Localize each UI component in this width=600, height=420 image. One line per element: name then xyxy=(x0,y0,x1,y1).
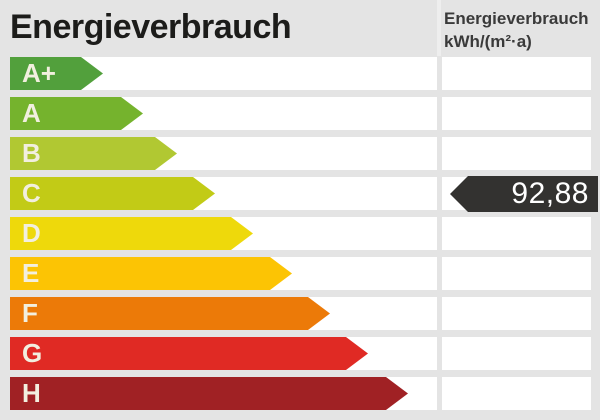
value-cell xyxy=(442,97,591,130)
energy-band-arrow-a: A xyxy=(10,97,143,130)
energy-band-arrow-g: G xyxy=(10,337,368,370)
scale-row-h: H xyxy=(0,377,600,410)
energy-band-arrow-c: C xyxy=(10,177,215,210)
energy-class-letter: D xyxy=(22,218,41,248)
energy-band-arrow-f: F xyxy=(10,297,330,330)
value-cell xyxy=(442,57,591,90)
unit-header-line2: kWh/(m²·a) xyxy=(444,32,532,51)
energy-band-arrow-e: E xyxy=(10,257,292,290)
energy-class-letter: E xyxy=(22,258,40,288)
energy-value: 92,88 xyxy=(511,177,589,210)
value-cell xyxy=(442,217,591,250)
scale-row-g: G xyxy=(0,337,600,370)
value-marker-arrow: 92,88 xyxy=(450,176,598,212)
scale-row-e: E xyxy=(0,257,600,290)
scale-row-a: A xyxy=(0,97,600,130)
column-divider xyxy=(437,0,441,56)
scale-row-d: D xyxy=(0,217,600,250)
energy-class-letter: F xyxy=(22,298,38,328)
scale-row-f: F xyxy=(0,297,600,330)
scale-row-b: B xyxy=(0,137,600,170)
energy-class-letter: G xyxy=(22,338,43,368)
page-title: Energieverbrauch xyxy=(10,8,292,46)
label-header: Energieverbrauch Energieverbrauch kWh/(m… xyxy=(0,0,600,56)
value-cell xyxy=(442,337,591,370)
energy-band-arrow-d: D xyxy=(10,217,253,250)
value-cell xyxy=(442,377,591,410)
energy-band-arrow-h: H xyxy=(10,377,408,410)
scale-row-a-plus: A+ xyxy=(0,57,600,90)
value-cell xyxy=(442,137,591,170)
energy-class-letter: A+ xyxy=(22,58,56,88)
energy-scale: A+ A B C D xyxy=(0,57,600,417)
unit-header: Energieverbrauch kWh/(m²·a) xyxy=(444,7,589,53)
energy-class-letter: H xyxy=(22,378,41,408)
energy-class-letter: B xyxy=(22,138,41,168)
unit-header-line1: Energieverbrauch xyxy=(444,9,589,28)
value-cell xyxy=(442,297,591,330)
energy-class-letter: A xyxy=(22,98,41,128)
energy-band-arrow-b: B xyxy=(10,137,177,170)
value-cell xyxy=(442,257,591,290)
energy-class-letter: C xyxy=(22,178,41,208)
energy-band-arrow-a-plus: A+ xyxy=(10,57,103,90)
